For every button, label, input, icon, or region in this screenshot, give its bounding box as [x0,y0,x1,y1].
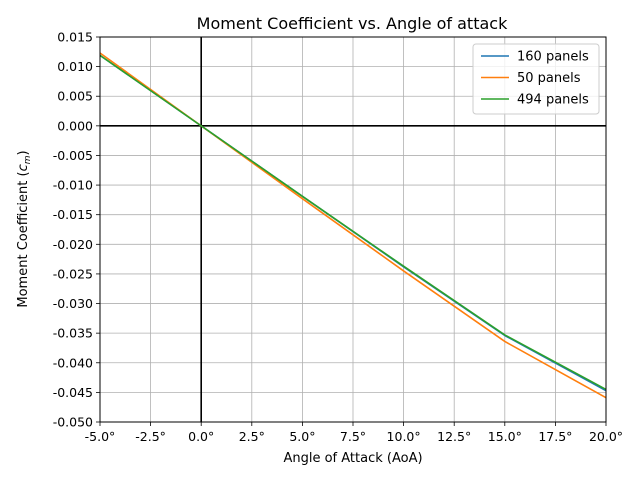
y-tick-label: 0.000 [57,118,93,133]
y-tick-label: -0.045 [53,385,93,400]
y-axis-label-symbol: c [16,164,31,171]
legend-label-3: 494 panels [517,93,589,108]
zero-axes [100,37,606,422]
legend-label-2: 50 panels [517,71,581,86]
y-tick-label: -0.025 [53,266,93,281]
y-tick-label: -0.030 [53,296,93,311]
x-tick-label: 10.0° [387,429,421,444]
x-tick-label: 17.5° [538,429,572,444]
x-axis-ticks: -5.0° -2.5° 0.0° 2.5° 5.0° 7.5° 10.0° 12.5° 15.0… [85,422,623,444]
y-tick-label: -0.015 [53,207,93,222]
series-line-3 [99,54,607,391]
y-axis-label-close: ) [16,150,31,155]
x-tick-label: 12.5° [437,429,471,444]
y-axis-label-subscript: m [23,155,33,164]
y-tick-label: -0.010 [53,178,93,193]
chart-title: Moment Coefficient vs. Angle of attack [197,14,508,33]
y-tick-label: 0.015 [57,30,93,45]
y-tick-label: 0.005 [57,89,93,104]
x-tick-label: 7.5° [340,429,366,444]
series-lines [99,52,607,399]
legend-box [472,43,600,115]
x-tick-label: 15.0° [488,429,522,444]
y-tick-label: 0.010 [57,59,93,74]
y-axis-label: Moment Coefficient (cm) [16,150,33,307]
x-axis-label: Angle of Attack (AoA) [283,451,422,466]
x-tick-label: -2.5° [135,429,166,444]
x-tick-label: -5.0° [85,429,116,444]
y-tick-label: -0.040 [53,355,93,370]
legend: 160 panels 50 panels 494 panels [472,43,600,115]
x-tick-label: 2.5° [239,429,265,444]
y-axis-label-main: Moment Coefficient ( [16,171,31,307]
x-tick-label: 0.0° [188,429,214,444]
y-axis-ticks: 0.015 0.010 0.005 0.000 -0.005 -0.010 -0.015 -0… [53,30,100,430]
y-tick-label: -0.035 [53,326,93,341]
y-tick-label: -0.005 [53,148,93,163]
x-tick-label: 5.0° [289,429,315,444]
x-tick-label: 20.0° [589,429,623,444]
y-tick-label: -0.020 [53,237,93,252]
legend-label-1: 160 panels [517,50,589,65]
y-tick-label: -0.050 [53,415,93,430]
